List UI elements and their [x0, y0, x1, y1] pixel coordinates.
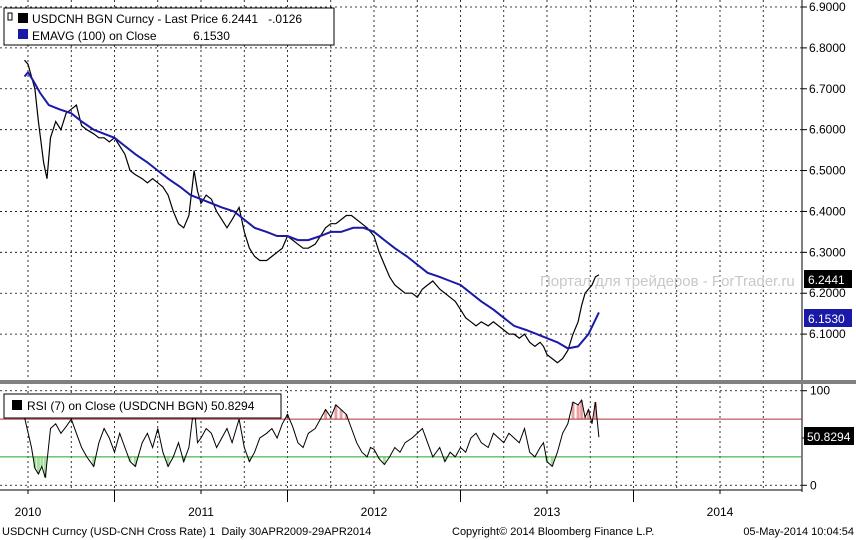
price-y-tick-label: 6.8000: [809, 41, 846, 55]
price-y-tick-label: 6.1000: [809, 327, 846, 341]
price-y-tick-label: 6.5000: [809, 164, 846, 178]
footer-center: Copyright© 2014 Bloomberg Finance L.P.: [452, 526, 654, 538]
rsi-legend-swatch: [12, 400, 22, 410]
last-price-badge: 6.2441: [804, 270, 852, 288]
x-tick-label: 2012: [361, 505, 388, 519]
ema-badge: 6.1530: [804, 309, 852, 327]
x-tick-label: 2011: [188, 505, 214, 519]
price-y-axis: 6.9000 6.8000 6.7000 6.6000 6.5000 6.4000 6.30…: [801, 0, 846, 492]
price-y-tick-label: 6.2000: [809, 286, 846, 300]
rsi-badge: 50.8294: [804, 427, 854, 445]
last-price-badge-label: 6.2441: [808, 273, 845, 287]
rsi-legend: RSI (7) on Close (USDCNH BGN) 50.8294: [3, 393, 282, 419]
price-legend-swatch: [18, 13, 28, 23]
price-y-tick-label: 6.4000: [809, 204, 846, 218]
price-legend-label: USDCNH BGN Curncy - Last Price 6.2441 -.…: [32, 12, 302, 26]
rsi-y-tick-label: 100: [810, 384, 830, 398]
rsi-series-line: [24, 399, 600, 478]
footer-left: USDCNH Curncy (USD-CNH Cross Rate) 1 Dai…: [2, 526, 371, 538]
price-y-tick-label: 6.9000: [809, 0, 846, 14]
panel-divider[interactable]: [0, 380, 856, 384]
x-axis: 2010 2011 2012 2013 2014: [0, 489, 802, 519]
price-series-line: [24, 59, 600, 364]
rsi-badge-label: 50.8294: [807, 430, 851, 444]
ema-series-line: [23, 70, 600, 350]
ema-legend-label: EMAVG (100) on Close 6.1530: [32, 29, 230, 43]
x-tick-label: 2014: [707, 505, 734, 519]
watermark: Портал для трейдеров - ForTrader.ru: [540, 273, 795, 290]
ema-legend-swatch: [18, 29, 28, 39]
price-y-tick-label: 6.7000: [809, 82, 846, 96]
price-y-tick-label: 6.6000: [809, 123, 846, 137]
price-series-group: [23, 59, 600, 364]
rsi-series-group: [24, 399, 600, 478]
rsi-legend-label: RSI (7) on Close (USDCNH BGN) 50.8294: [27, 399, 255, 413]
ema-badge-label: 6.1530: [808, 312, 845, 326]
footer-right: 05-May-2014 10:04:54: [743, 526, 854, 538]
rsi-y-tick-label: 0: [810, 478, 817, 492]
x-tick-label: 2013: [534, 505, 561, 519]
price-legend: USDCNH BGN Curncy - Last Price 6.2441 -.…: [3, 7, 335, 46]
x-tick-label: 2010: [15, 505, 42, 519]
price-y-tick-label: 6.3000: [809, 245, 846, 259]
legend-collapse-icon[interactable]: [7, 12, 13, 21]
